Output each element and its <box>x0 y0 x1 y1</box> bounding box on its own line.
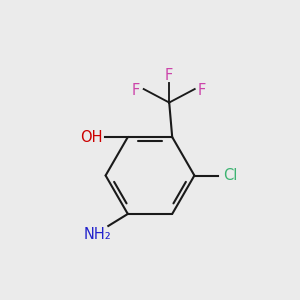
Text: OH: OH <box>81 130 103 145</box>
Text: NH₂: NH₂ <box>84 227 112 242</box>
Text: F: F <box>165 68 173 83</box>
Text: F: F <box>132 83 140 98</box>
Text: Cl: Cl <box>223 168 238 183</box>
Text: F: F <box>198 83 206 98</box>
